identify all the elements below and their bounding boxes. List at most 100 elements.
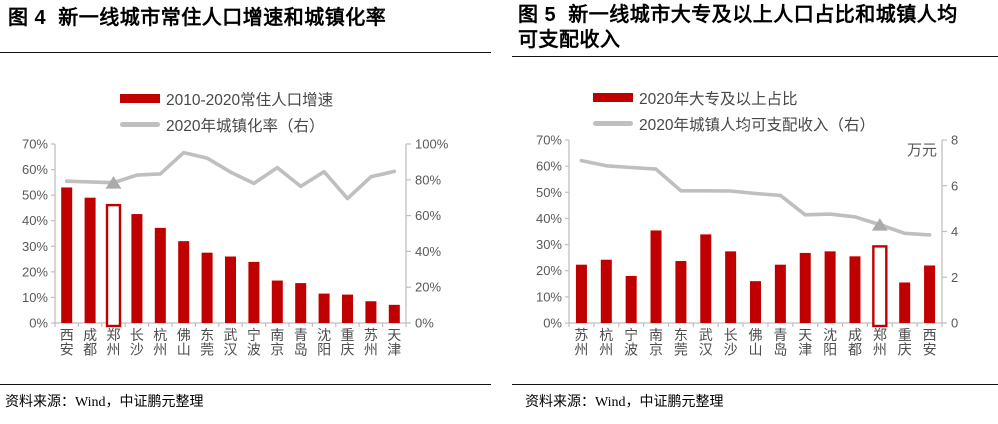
bar-1 — [84, 197, 96, 323]
bar-5 — [700, 234, 712, 323]
figure4-panel: 图 4 新一线城市常住人口增速和城镇化率 2010-2020常住人口增速 202… — [0, 7, 491, 410]
x-label-5: 佛山 — [177, 327, 191, 358]
x-label-9: 南京 — [270, 327, 284, 358]
figure4-legend: 2010-2020常住人口增速 2020年城镇化率（右） — [120, 88, 333, 135]
legend-label: 2010-2020常住人口增速 — [166, 91, 334, 109]
legend-item-urbanization-rate: 2020年城镇化率（右） — [120, 114, 333, 135]
right-axis-tick-label: 80% — [415, 172, 441, 187]
bar-13 — [899, 282, 911, 323]
x-label-2: 宁波 — [624, 327, 638, 358]
x-label-1: 杭州 — [599, 327, 613, 358]
bar-11 — [849, 256, 861, 323]
x-label-8: 青岛 — [773, 327, 787, 358]
figure5-source-divider — [512, 384, 998, 385]
bar-8 — [248, 261, 260, 323]
line-series-swatch — [593, 121, 633, 126]
x-label-3: 南京 — [649, 327, 663, 358]
bar-2 — [625, 275, 637, 323]
left-axis-tick-label: 60% — [22, 162, 48, 177]
x-label-7: 佛山 — [749, 327, 763, 358]
bar-series-swatch — [593, 93, 633, 102]
x-label-7: 武汉 — [224, 327, 238, 358]
right-axis-tick-label: 6 — [951, 178, 958, 193]
legend-label: 2020年大专及以上占比 — [639, 90, 798, 108]
x-label-11: 成都 — [848, 327, 862, 358]
bar-10 — [824, 251, 836, 323]
x-label-6: 东莞 — [200, 327, 214, 358]
line-series-swatch — [120, 122, 160, 127]
bar-13 — [365, 301, 377, 323]
figure4-title-divider — [0, 52, 491, 53]
legend-item-disposable-income: 2020年城镇人均可支配收入（右） — [593, 113, 875, 134]
x-label-14: 天津 — [387, 327, 401, 358]
bar-3 — [131, 214, 143, 323]
x-label-13: 重庆 — [898, 327, 912, 358]
left-axis-tick-label: 50% — [22, 188, 48, 203]
left-axis-tick-label: 10% — [22, 290, 48, 305]
x-label-14: 西安 — [923, 327, 937, 358]
x-label-6: 长沙 — [724, 327, 738, 358]
x-label-4: 杭州 — [153, 327, 167, 358]
right-axis-tick-label: 100% — [415, 137, 449, 152]
x-label-4: 东莞 — [674, 327, 688, 358]
bar-series-swatch — [120, 94, 160, 103]
x-label-2: 郑州 — [107, 327, 121, 358]
x-label-12: 重庆 — [341, 327, 355, 358]
figure5-panel: 图 5 新一线城市大专及以上人口占比和城镇人均可支配收入 2020年大专及以上占… — [499, 0, 998, 424]
bar-0 — [61, 187, 73, 323]
bar-0 — [575, 264, 587, 323]
highlight-bar-2 — [105, 203, 122, 328]
legend-label: 2020年城镇人均可支配收入（右） — [639, 116, 875, 134]
bar-12 — [342, 294, 353, 323]
figure5-chart: 0% 10% 20% 30% 40% 50% 60% 70% 0 2 4 6 8 万元苏州杭州宁波南京东莞… — [536, 133, 958, 358]
right-axis-tick-label: 60% — [415, 208, 441, 223]
bar-4 — [154, 227, 166, 323]
highlight-bar-12 — [872, 245, 888, 328]
left-axis-tick-label: 70% — [22, 137, 48, 152]
bar-4 — [675, 261, 687, 323]
legend-label: 2020年城镇化率（右） — [166, 117, 325, 135]
left-axis-tick-label: 40% — [22, 213, 48, 228]
bar-7 — [750, 281, 761, 323]
x-label-3: 长沙 — [130, 327, 144, 358]
x-label-0: 西安 — [60, 327, 74, 358]
marker-triangle — [105, 176, 122, 189]
left-axis-tick-label: 20% — [22, 264, 48, 279]
right-axis-tick-label: 8 — [951, 133, 958, 148]
left-axis-tick-label: 10% — [536, 289, 562, 304]
figure5-title: 图 5 新一线城市大专及以上人口占比和城镇人均可支配收入 — [518, 4, 958, 51]
right-axis-unit-label: 万元 — [907, 142, 937, 159]
figure4-source-note: 资料来源：Wind，中证鹏元整理 — [5, 395, 204, 410]
figure4-title: 图 4 新一线城市常住人口增速和城镇化率 — [8, 7, 387, 29]
left-axis-tick-label: 20% — [536, 263, 562, 278]
bar-14 — [924, 265, 936, 323]
x-label-0: 苏州 — [574, 327, 588, 358]
right-axis-tick-label: 40% — [415, 244, 441, 259]
marker-triangle — [871, 218, 888, 231]
left-axis-tick-label: 0% — [29, 316, 48, 331]
left-axis-tick-label: 70% — [536, 133, 562, 148]
bar-1 — [600, 259, 612, 323]
left-axis-tick-label: 60% — [536, 159, 562, 174]
bar-8 — [774, 264, 786, 323]
x-label-10: 沈阳 — [823, 327, 837, 358]
bar-14 — [388, 304, 400, 323]
bar-6 — [725, 251, 737, 323]
bar-5 — [178, 241, 190, 323]
left-axis-tick-label: 40% — [536, 211, 562, 226]
bar-6 — [201, 252, 213, 323]
x-label-11: 沈阳 — [317, 327, 331, 358]
figure4-source-divider — [0, 384, 491, 385]
figure5-legend: 2020年大专及以上占比 2020年城镇人均可支配收入（右） — [593, 87, 875, 134]
bar-9 — [271, 280, 283, 323]
bar-10 — [295, 283, 307, 323]
x-label-12: 郑州 — [873, 327, 887, 358]
legend-item-college-share: 2020年大专及以上占比 — [593, 87, 875, 108]
right-axis-tick-label: 0% — [415, 316, 434, 331]
left-axis-tick-label: 30% — [22, 239, 48, 254]
x-label-9: 天津 — [798, 327, 812, 358]
bar-7 — [225, 256, 236, 323]
bar-11 — [318, 293, 330, 323]
bar-9 — [799, 252, 811, 323]
